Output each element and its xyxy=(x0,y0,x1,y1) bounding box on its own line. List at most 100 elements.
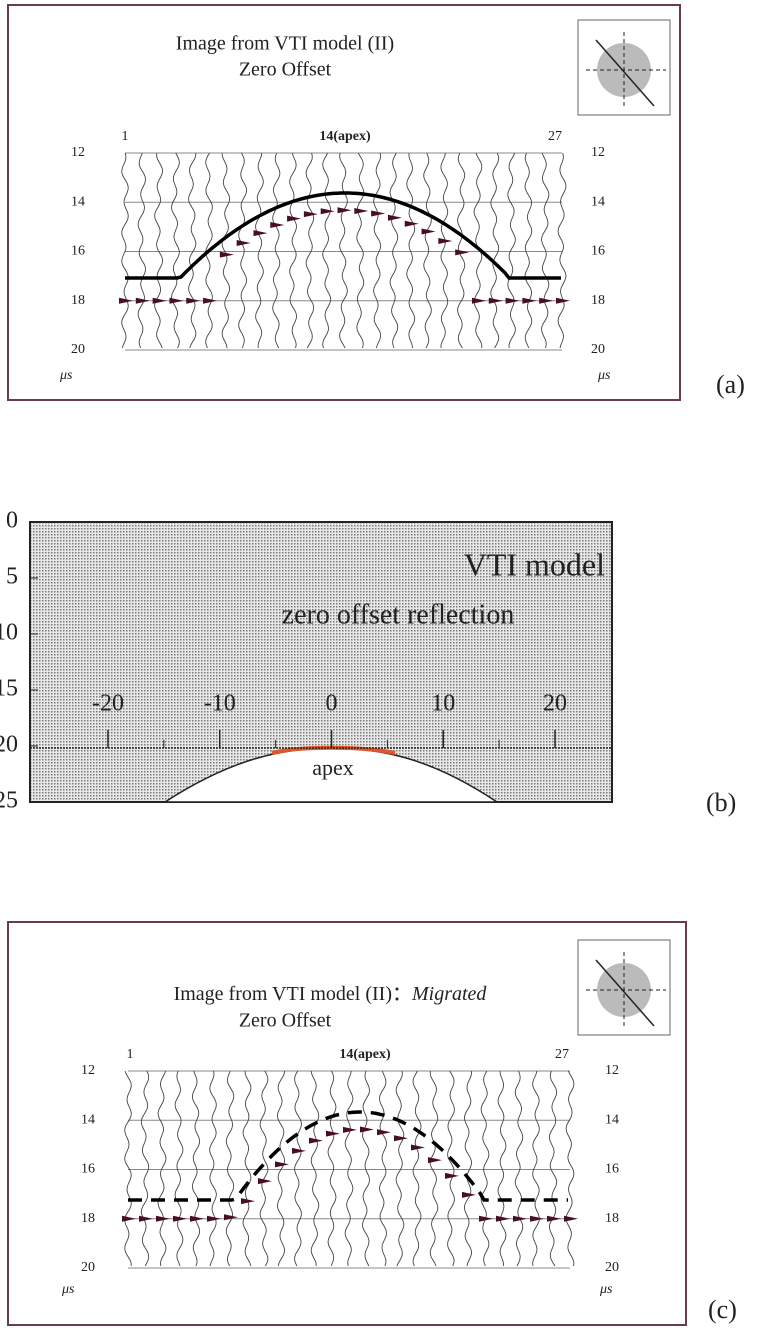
x-tick-label: 20 xyxy=(543,691,567,717)
event-wavelet xyxy=(455,249,469,255)
left-tick-label: 10 xyxy=(0,620,18,646)
left-tick-label: 15 xyxy=(0,676,18,702)
event-wavelet xyxy=(489,298,503,304)
trace xyxy=(363,1071,370,1266)
trace xyxy=(481,1071,489,1266)
event-wavelet xyxy=(564,1216,578,1222)
event-wavelet xyxy=(496,1216,510,1222)
trace-label: 1 xyxy=(127,1047,134,1062)
reflector-curve xyxy=(125,193,561,278)
trace xyxy=(396,1071,404,1266)
orientation-inset xyxy=(578,20,670,115)
trace xyxy=(122,153,129,348)
left-tick-label: 18 xyxy=(71,293,85,308)
panel-b-subtitle: zero offset reflection xyxy=(282,599,515,630)
event-wavelet xyxy=(422,229,436,235)
left-tick-label: 12 xyxy=(71,145,85,160)
right-tick-label: 20 xyxy=(591,342,605,357)
trace xyxy=(566,1071,574,1266)
event-wavelet xyxy=(377,1129,391,1135)
event-wavelet xyxy=(360,1126,374,1132)
event-wavelet xyxy=(292,1148,306,1154)
trace-label: 14(apex) xyxy=(339,1047,391,1062)
trace xyxy=(441,153,448,348)
panel-label: (a) xyxy=(716,370,745,399)
event-wavelet xyxy=(506,298,520,304)
unit: μs xyxy=(59,368,73,383)
trace-label: 27 xyxy=(555,1047,569,1062)
trace xyxy=(328,1071,336,1266)
trace xyxy=(515,1071,523,1266)
right-tick-label: 12 xyxy=(591,145,605,160)
x-tick-label: -20 xyxy=(92,691,124,717)
panel-c-subtitle: Zero Offset xyxy=(239,1010,332,1032)
right-tick-label: 14 xyxy=(605,1112,619,1127)
panel-a-title: Image from VTI model (II) xyxy=(176,33,394,55)
event-wavelet xyxy=(539,298,553,304)
left-tick-label: 18 xyxy=(81,1211,95,1226)
event-wavelet xyxy=(522,298,536,304)
right-tick-label: 16 xyxy=(591,244,605,259)
trace xyxy=(155,153,163,348)
trace xyxy=(138,153,145,348)
right-tick-label: 16 xyxy=(605,1162,619,1177)
trace xyxy=(175,1071,183,1266)
left-tick-label: 20 xyxy=(81,1260,95,1275)
trace xyxy=(311,1071,319,1266)
trace xyxy=(192,1071,199,1266)
trace xyxy=(508,153,516,348)
title-text: Image from VTI model (II)： xyxy=(174,983,412,1005)
trace xyxy=(172,153,180,348)
trace xyxy=(306,153,314,348)
event-wavelet xyxy=(203,298,217,304)
event-wavelet xyxy=(169,298,183,304)
left-tick-label: 20 xyxy=(71,342,85,357)
event-wavelet xyxy=(122,1216,136,1222)
trace xyxy=(273,153,280,348)
event-wavelet xyxy=(513,1216,527,1222)
trace xyxy=(256,153,264,348)
left-tick-label: 5 xyxy=(6,564,18,590)
left-tick-label: 14 xyxy=(81,1112,95,1127)
orientation-inset xyxy=(578,940,670,1035)
trace xyxy=(189,153,196,348)
trace xyxy=(295,1071,302,1266)
trace xyxy=(491,153,499,348)
event-wavelet xyxy=(237,240,251,246)
trace xyxy=(448,1071,455,1266)
x-tick-label: 10 xyxy=(431,691,455,717)
event-wavelet xyxy=(394,1135,408,1141)
trace xyxy=(290,153,297,348)
unit: μs xyxy=(597,368,611,383)
right-tick-label: 12 xyxy=(605,1063,619,1078)
panel-label: (c) xyxy=(708,1295,737,1324)
panel-c-title: Image from VTI model (II)：Migrated xyxy=(174,983,488,1005)
event-wavelet xyxy=(321,208,335,214)
event-wavelet xyxy=(139,1216,153,1222)
trace xyxy=(549,1071,556,1266)
panel-a-subtitle: Zero Offset xyxy=(239,59,332,81)
trace xyxy=(407,153,415,348)
left-tick-label: 0 xyxy=(6,508,18,534)
trace xyxy=(380,1071,387,1266)
trace xyxy=(158,1071,166,1266)
trace xyxy=(323,153,331,348)
trace xyxy=(413,1071,421,1266)
left-tick-label: 16 xyxy=(81,1162,95,1177)
annotation: apex xyxy=(312,755,354,780)
trace-label: 14(apex) xyxy=(319,129,371,144)
panel-b-title: VTI model xyxy=(464,546,605,582)
left-tick-label: 12 xyxy=(81,1063,95,1078)
trace xyxy=(243,1071,251,1266)
trace xyxy=(222,153,230,348)
trace xyxy=(558,153,566,348)
event-wavelet xyxy=(275,1161,289,1167)
trace xyxy=(345,1071,353,1266)
event-wavelet xyxy=(270,222,284,228)
figure: Image from VTI model (II) Zero Offset 12… xyxy=(0,0,762,1332)
title-italic: Migrated xyxy=(411,983,487,1005)
event-wavelet xyxy=(388,215,402,221)
event-wavelet xyxy=(190,1216,204,1222)
